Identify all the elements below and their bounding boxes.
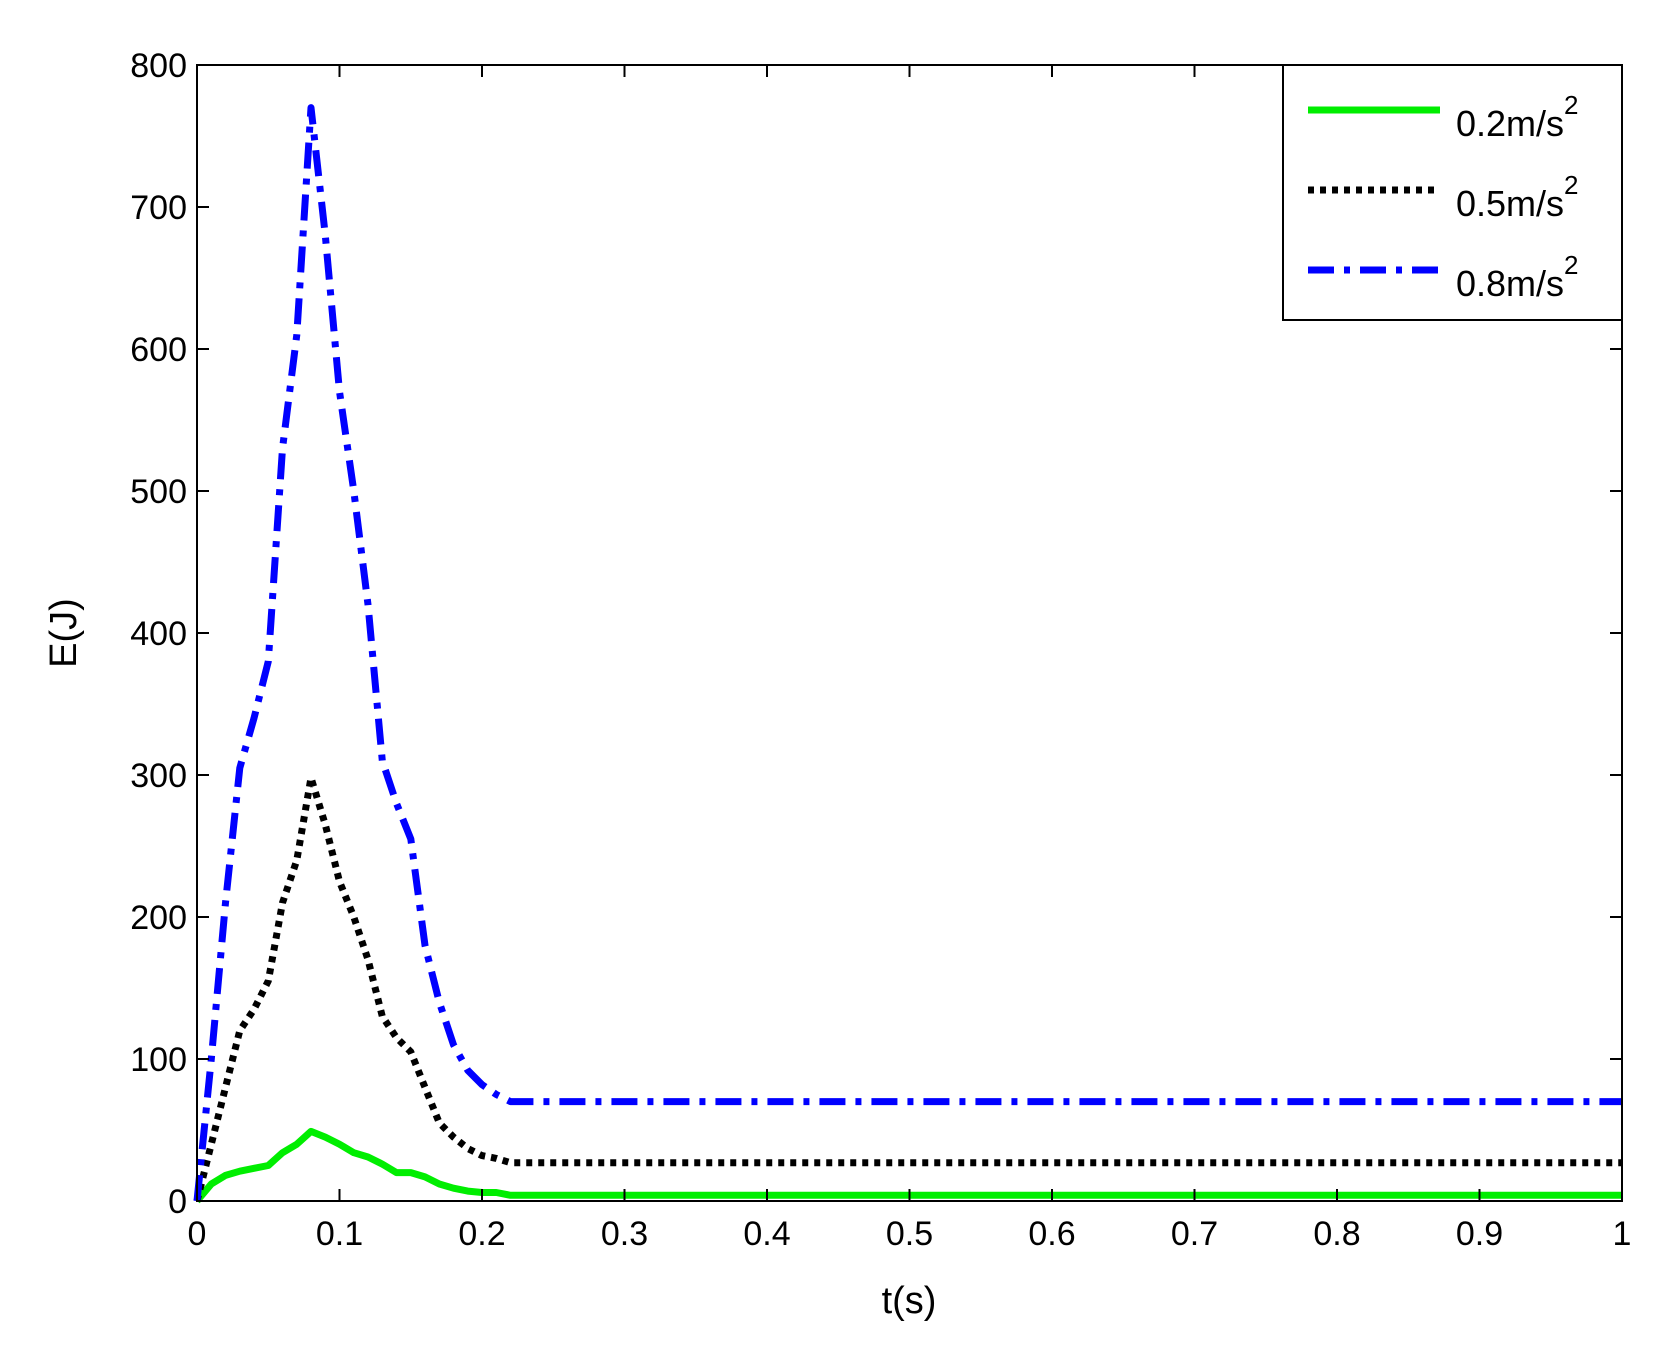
x-tick-label: 0.8: [1313, 1215, 1360, 1253]
series-line-0: [194, 1127, 1622, 1204]
legend-superscript: 2: [1564, 90, 1578, 120]
x-tick-label: 0.7: [1171, 1215, 1218, 1253]
y-tick-label: 400: [130, 615, 187, 653]
y-tick-label: 800: [130, 47, 187, 85]
y-tick-label: 0: [168, 1183, 187, 1221]
y-tick-label: 700: [130, 189, 187, 227]
x-tick-label: 0.4: [743, 1215, 790, 1253]
x-tick-label: 0.6: [1028, 1215, 1075, 1253]
x-tick-label: 0.9: [1456, 1215, 1503, 1253]
series-line-2: [193, 104, 1622, 1202]
y-tick-label: 100: [130, 1041, 187, 1079]
x-tick-label: 0: [188, 1215, 207, 1253]
x-tick-label: 0.3: [601, 1215, 648, 1253]
legend: 0.2m/s20.5m/s20.8m/s2: [1282, 64, 1623, 321]
legend-superscript: 2: [1564, 170, 1578, 200]
y-tick-label: 500: [130, 473, 187, 511]
y-tick-label: 200: [130, 899, 187, 937]
y-axis-label: E(J): [43, 598, 85, 668]
x-tick-label: 0.5: [886, 1215, 933, 1253]
series-layer: [193, 104, 1622, 1204]
y-tick-label: 300: [130, 757, 187, 795]
ticks-layer: 0 0.1 0.2 0.3 0.4 0.5 0.6 0.7 0.8 0.9 1 0 100 200 300 4…: [130, 47, 1631, 1253]
x-tick-label: 1: [1613, 1215, 1632, 1253]
y-tick-label: 600: [130, 331, 187, 369]
legend-superscript: 2: [1564, 250, 1578, 280]
x-axis-label: t(s): [882, 1280, 937, 1322]
x-tick-label: 0.2: [458, 1215, 505, 1253]
x-tick-label: 0.1: [316, 1215, 363, 1253]
